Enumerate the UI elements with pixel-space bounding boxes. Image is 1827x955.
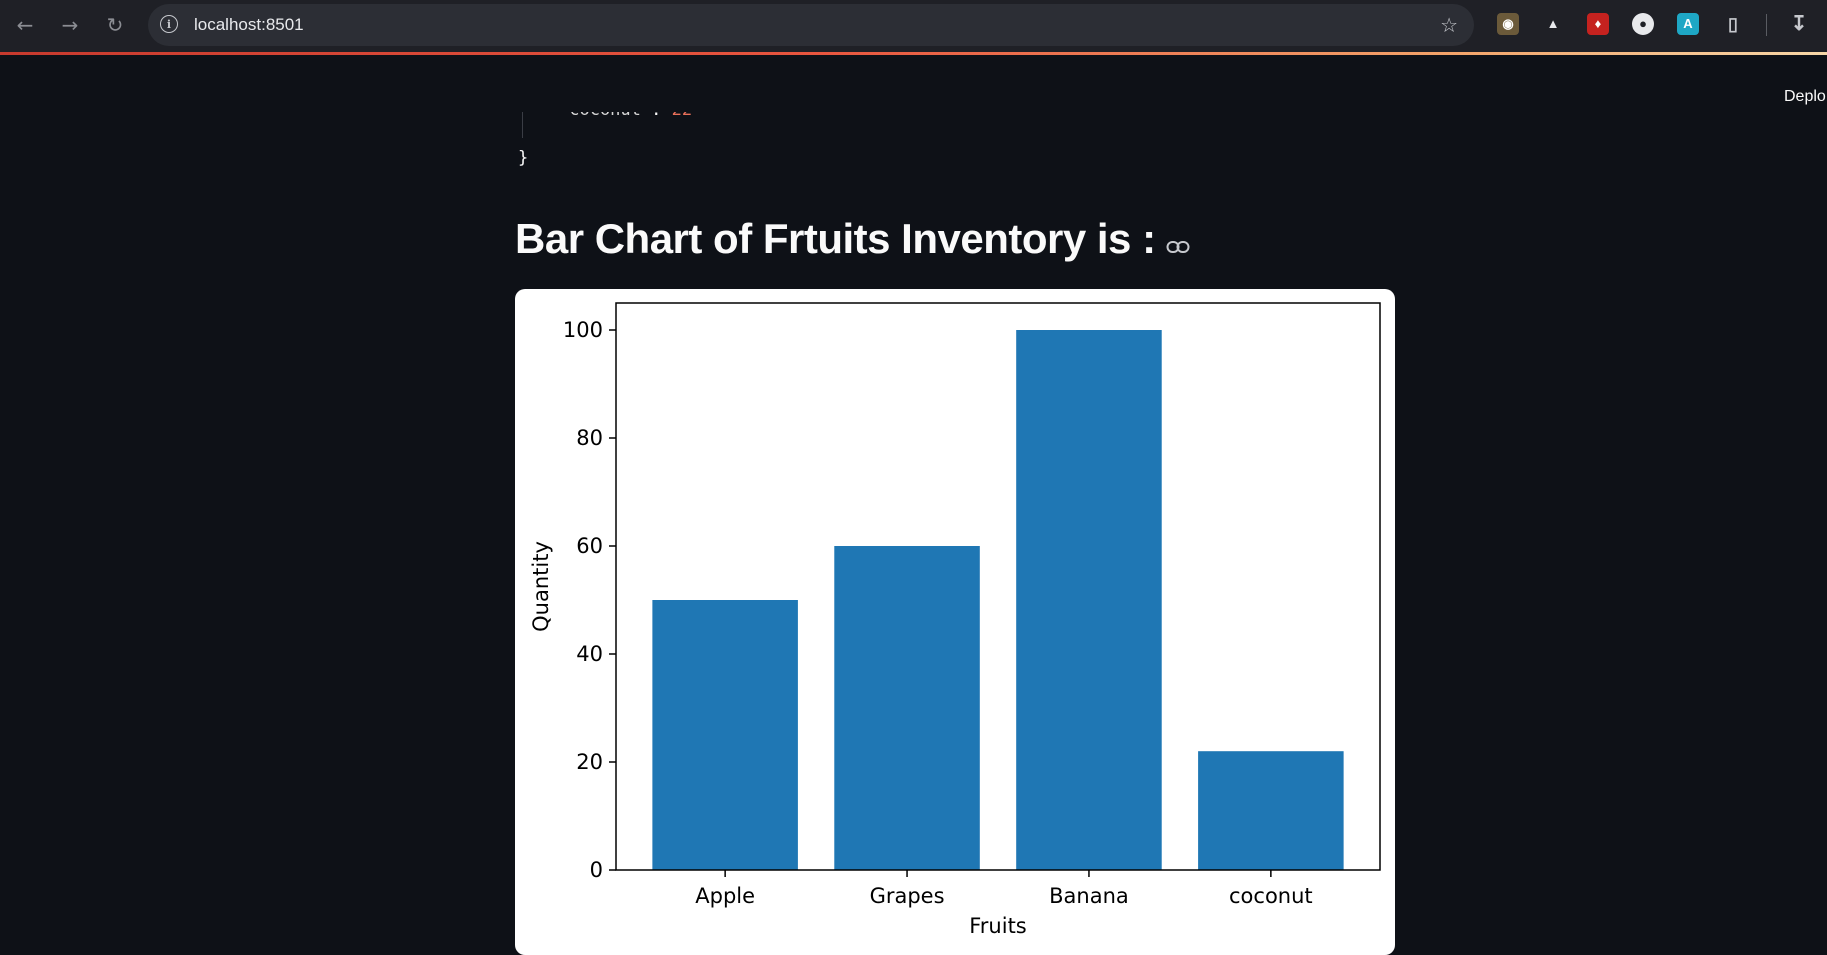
x-tick-label: Banana [1049, 884, 1129, 908]
browser-toolbar: ← → ↻ i localhost:8501 ☆ ◉ ▲ ♦ ● A ▯ ↧ [0, 0, 1827, 54]
heading-text: Bar Chart of Frtuits Inventory is : [515, 215, 1156, 262]
extension-pdf-icon[interactable]: ♦ [1587, 13, 1609, 35]
site-info-icon[interactable]: i [160, 15, 178, 33]
y-tick-label: 60 [576, 534, 603, 558]
anchor-link-icon[interactable] [1166, 216, 1190, 264]
y-tick-label: 80 [576, 426, 603, 450]
download-icon[interactable]: ↧ [1790, 13, 1808, 35]
json-key: "coconut" [559, 112, 651, 120]
bar-banana [1016, 330, 1162, 870]
x-tick-label: Apple [695, 884, 755, 908]
plot-frame [615, 302, 1381, 871]
back-arrow-icon[interactable]: ← [16, 13, 34, 37]
json-indent-guide [522, 112, 523, 138]
extensions-puzzle-icon[interactable]: ▯ [1728, 14, 1738, 34]
extension-circle-icon[interactable]: ● [1632, 13, 1654, 35]
extension-mountain-icon[interactable]: ▲ [1546, 16, 1560, 31]
json-last-entry: "coconut": 22 [559, 112, 692, 120]
url-text[interactable]: localhost:8501 [194, 15, 304, 34]
extension-glasses-icon[interactable]: ◉ [1497, 13, 1519, 35]
y-tick-label: 40 [576, 642, 603, 666]
bookmark-star-icon[interactable]: ☆ [1440, 13, 1458, 37]
y-tick-label: 20 [576, 750, 603, 774]
deploy-button[interactable]: Deplo [1784, 88, 1826, 105]
y-axis-label: Quantity [529, 541, 553, 632]
json-output: "coconut": 22 } [515, 112, 915, 172]
x-axis-label: Fruits [969, 914, 1027, 938]
bar-coconut [1198, 751, 1344, 870]
y-tick-label: 100 [563, 318, 603, 342]
address-bar[interactable]: i localhost:8501 ☆ [148, 4, 1474, 46]
reload-icon[interactable]: ↻ [106, 13, 124, 37]
bar-chart: 0 20 40 60 80 100 Apple Grapes Banana coconut Fr… [529, 302, 1381, 938]
json-separator: : [651, 112, 671, 120]
extension-a-icon[interactable]: A [1677, 13, 1699, 35]
bar-grapes [834, 546, 980, 870]
y-tick-label: 0 [590, 858, 603, 882]
bar-apple [652, 600, 798, 870]
bar-chart-card: 0 20 40 60 80 100 Apple Grapes Banana coconut Fr… [515, 289, 1395, 955]
toolbar-divider [1766, 14, 1767, 36]
x-tick-label: coconut [1229, 884, 1313, 908]
json-value: 22 [672, 112, 692, 120]
loading-accent-bar [0, 52, 1827, 55]
forward-arrow-icon[interactable]: → [61, 13, 79, 37]
json-closing-brace: } [518, 148, 529, 168]
page-heading: Bar Chart of Frtuits Inventory is : [515, 215, 1190, 264]
x-tick-label: Grapes [870, 884, 945, 908]
